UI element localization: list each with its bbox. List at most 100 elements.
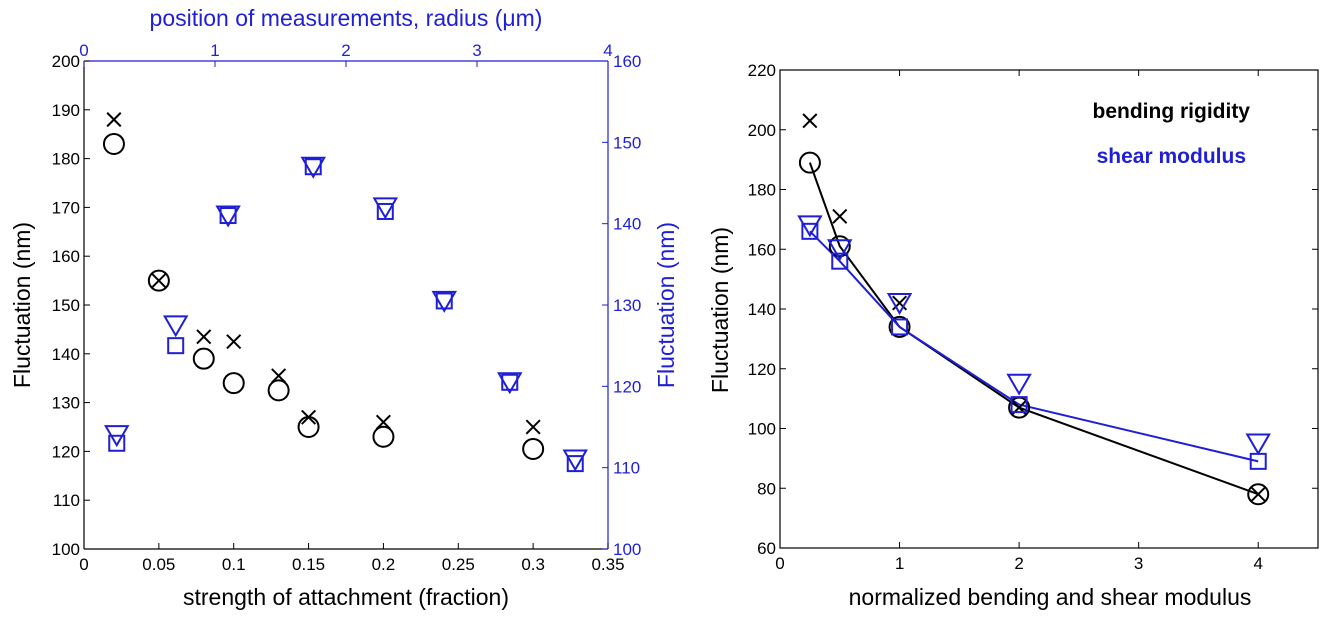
right-shear-square-point-3 <box>1010 396 1028 414</box>
left-x-tick-label-3: 0.15 <box>292 555 325 574</box>
right-bending-circle-point-4 <box>1247 483 1270 506</box>
right-y-tick-label-6: 180 <box>748 181 776 200</box>
left-blue-square-point-4 <box>376 202 394 220</box>
right-y-tick-label-0: 60 <box>757 539 776 558</box>
left-black-x-point-7 <box>525 419 541 435</box>
right-bending-x-point-0 <box>802 113 818 129</box>
left-blue-triangle-point-4 <box>372 197 399 220</box>
left-black-circle-point-6 <box>372 425 395 448</box>
right-y-tick-label-8: 220 <box>748 61 776 80</box>
left-top-tick-label-2: 2 <box>341 41 350 60</box>
left-black-x-point-4 <box>271 368 287 384</box>
right-ticks: 0 1 2 3 4 60 80 100 120 140 160 180 200 220 <box>748 61 1318 573</box>
right-y-tick-label-1: 80 <box>757 479 776 498</box>
left-blue-triangle-point-5 <box>431 290 457 313</box>
left-black-circle-point-4 <box>267 379 290 402</box>
left-y-axis-label: Fluctuation (nm) <box>9 222 35 388</box>
left-y-tick-label-0: 100 <box>52 540 80 559</box>
left-black-x-point-3 <box>226 334 242 350</box>
right-x-axis-label: normalized bending and shear modulus <box>849 584 1252 610</box>
right-x-tick-label-3: 3 <box>1134 554 1143 573</box>
left-plot-area <box>84 61 608 549</box>
left-y-tick-label-1: 110 <box>53 491 80 510</box>
left-blue-triangle-point-1 <box>162 315 189 338</box>
right-bending-x-point-1 <box>832 208 848 224</box>
left-blue-triangle-point-7 <box>562 449 588 472</box>
right-bending-x-point-2-b <box>892 295 908 311</box>
left-black-x-point-1 <box>151 273 167 289</box>
right-bending-x-point-4-b <box>1250 486 1266 502</box>
legend-bending-rigidity: bending rigidity <box>1093 100 1251 123</box>
right-bending-circle-point-0 <box>798 151 821 174</box>
right-x-tick-label-1: 1 <box>895 554 904 573</box>
left-x-tick-label-0: 0 <box>79 555 88 574</box>
left-x-tick-label-6: 0.3 <box>521 555 545 574</box>
right-y-tick-label-2: 100 <box>748 420 776 439</box>
left-y-tick-label-7: 170 <box>52 198 80 217</box>
legend-shear-modulus: shear modulus <box>1097 145 1246 168</box>
right-shear-triangle-point-4 <box>1245 433 1271 456</box>
right-bending-x-point-1-b <box>832 208 848 224</box>
right-marks <box>797 113 1271 506</box>
left-right-axis-label: Fluctuation (nm) <box>653 222 679 388</box>
left-black-x-point-0 <box>106 112 122 128</box>
left-black-x-point-2-b <box>196 329 212 345</box>
left-blue-square-point-2 <box>219 207 237 225</box>
left-right-tick-label-1: 110 <box>613 459 640 478</box>
left-black-circle-point-0 <box>102 132 125 155</box>
left-black-circle-point-1 <box>147 269 170 292</box>
left-x-tick-label-7: 0.35 <box>591 555 624 574</box>
left-ticks: 0 0.05 0.1 0.15 0.2 0.25 0.3 0.3510011012013014… <box>52 41 642 574</box>
left-y-tick-label-4: 140 <box>52 345 80 364</box>
left-blue-triangle-point-2 <box>215 205 241 228</box>
left-right-tick-label-6: 160 <box>613 52 641 71</box>
left-top-tick-label-1: 1 <box>210 41 219 60</box>
right-bending-circle-point-1 <box>828 235 851 258</box>
left-blue-square-point-7 <box>566 455 584 473</box>
left-y-tick-label-6: 160 <box>52 247 80 266</box>
left-black-circle-point-3 <box>222 372 245 395</box>
left-blue-square-point-3 <box>304 158 322 176</box>
right-bending-circle-point-2 <box>888 315 911 338</box>
left-black-x-point-2 <box>196 329 212 345</box>
right-y-tick-label-4: 140 <box>748 300 776 319</box>
left-right-tick-label-3: 130 <box>613 296 641 315</box>
right-chart: 0 1 2 3 4 60 80 100 120 140 160 180 200 220 bending r… <box>707 61 1319 610</box>
left-marks <box>102 112 588 473</box>
right-shear-triangle-point-3 <box>1006 373 1032 396</box>
right-y-tick-label-3: 120 <box>748 360 776 379</box>
left-blue-square-point-6 <box>501 373 519 391</box>
left-black-x-point-3-b <box>226 334 242 350</box>
left-right-tick-label-0: 100 <box>613 540 641 559</box>
left-blue-square-point-5 <box>435 292 453 310</box>
left-black-x-point-4-b <box>271 368 287 384</box>
left-y-tick-label-9: 190 <box>52 101 80 120</box>
left-right-tick-label-4: 140 <box>613 215 641 234</box>
right-y-axis-label: Fluctuation (nm) <box>707 227 733 393</box>
right-series-line-1 <box>809 230 1259 463</box>
left-blue-triangle-point-6 <box>497 372 523 395</box>
right-bending-x-point-2 <box>892 295 908 311</box>
left-y-tick-label-8: 180 <box>52 150 80 169</box>
left-black-x-point-6-b <box>375 414 391 430</box>
left-y-tick-label-5: 150 <box>52 296 80 315</box>
left-black-x-point-1-b <box>151 273 167 289</box>
right-shear-square-point-1 <box>831 252 849 270</box>
right-shear-square-point-0 <box>801 222 819 240</box>
left-right-tick-label-5: 150 <box>613 133 641 152</box>
left-black-x-point-7-b <box>525 419 541 435</box>
right-x-tick-label-4: 4 <box>1253 554 1262 573</box>
left-y-tick-label-3: 130 <box>52 394 80 413</box>
right-x-tick-label-2: 2 <box>1014 554 1023 573</box>
left-top-tick-label-4: 4 <box>603 41 612 60</box>
right-plot-frame <box>779 69 1319 549</box>
left-blue-square-point-1 <box>167 337 185 355</box>
left-black-x-point-6 <box>375 414 391 430</box>
left-x-axis-label: strength of attachment (fraction) <box>183 584 509 610</box>
right-bending-x-point-0-b <box>802 113 818 129</box>
left-black-circle-point-2 <box>192 347 215 370</box>
left-y-tick-label-10: 200 <box>52 52 80 71</box>
right-y-tick-label-7: 200 <box>748 121 776 140</box>
